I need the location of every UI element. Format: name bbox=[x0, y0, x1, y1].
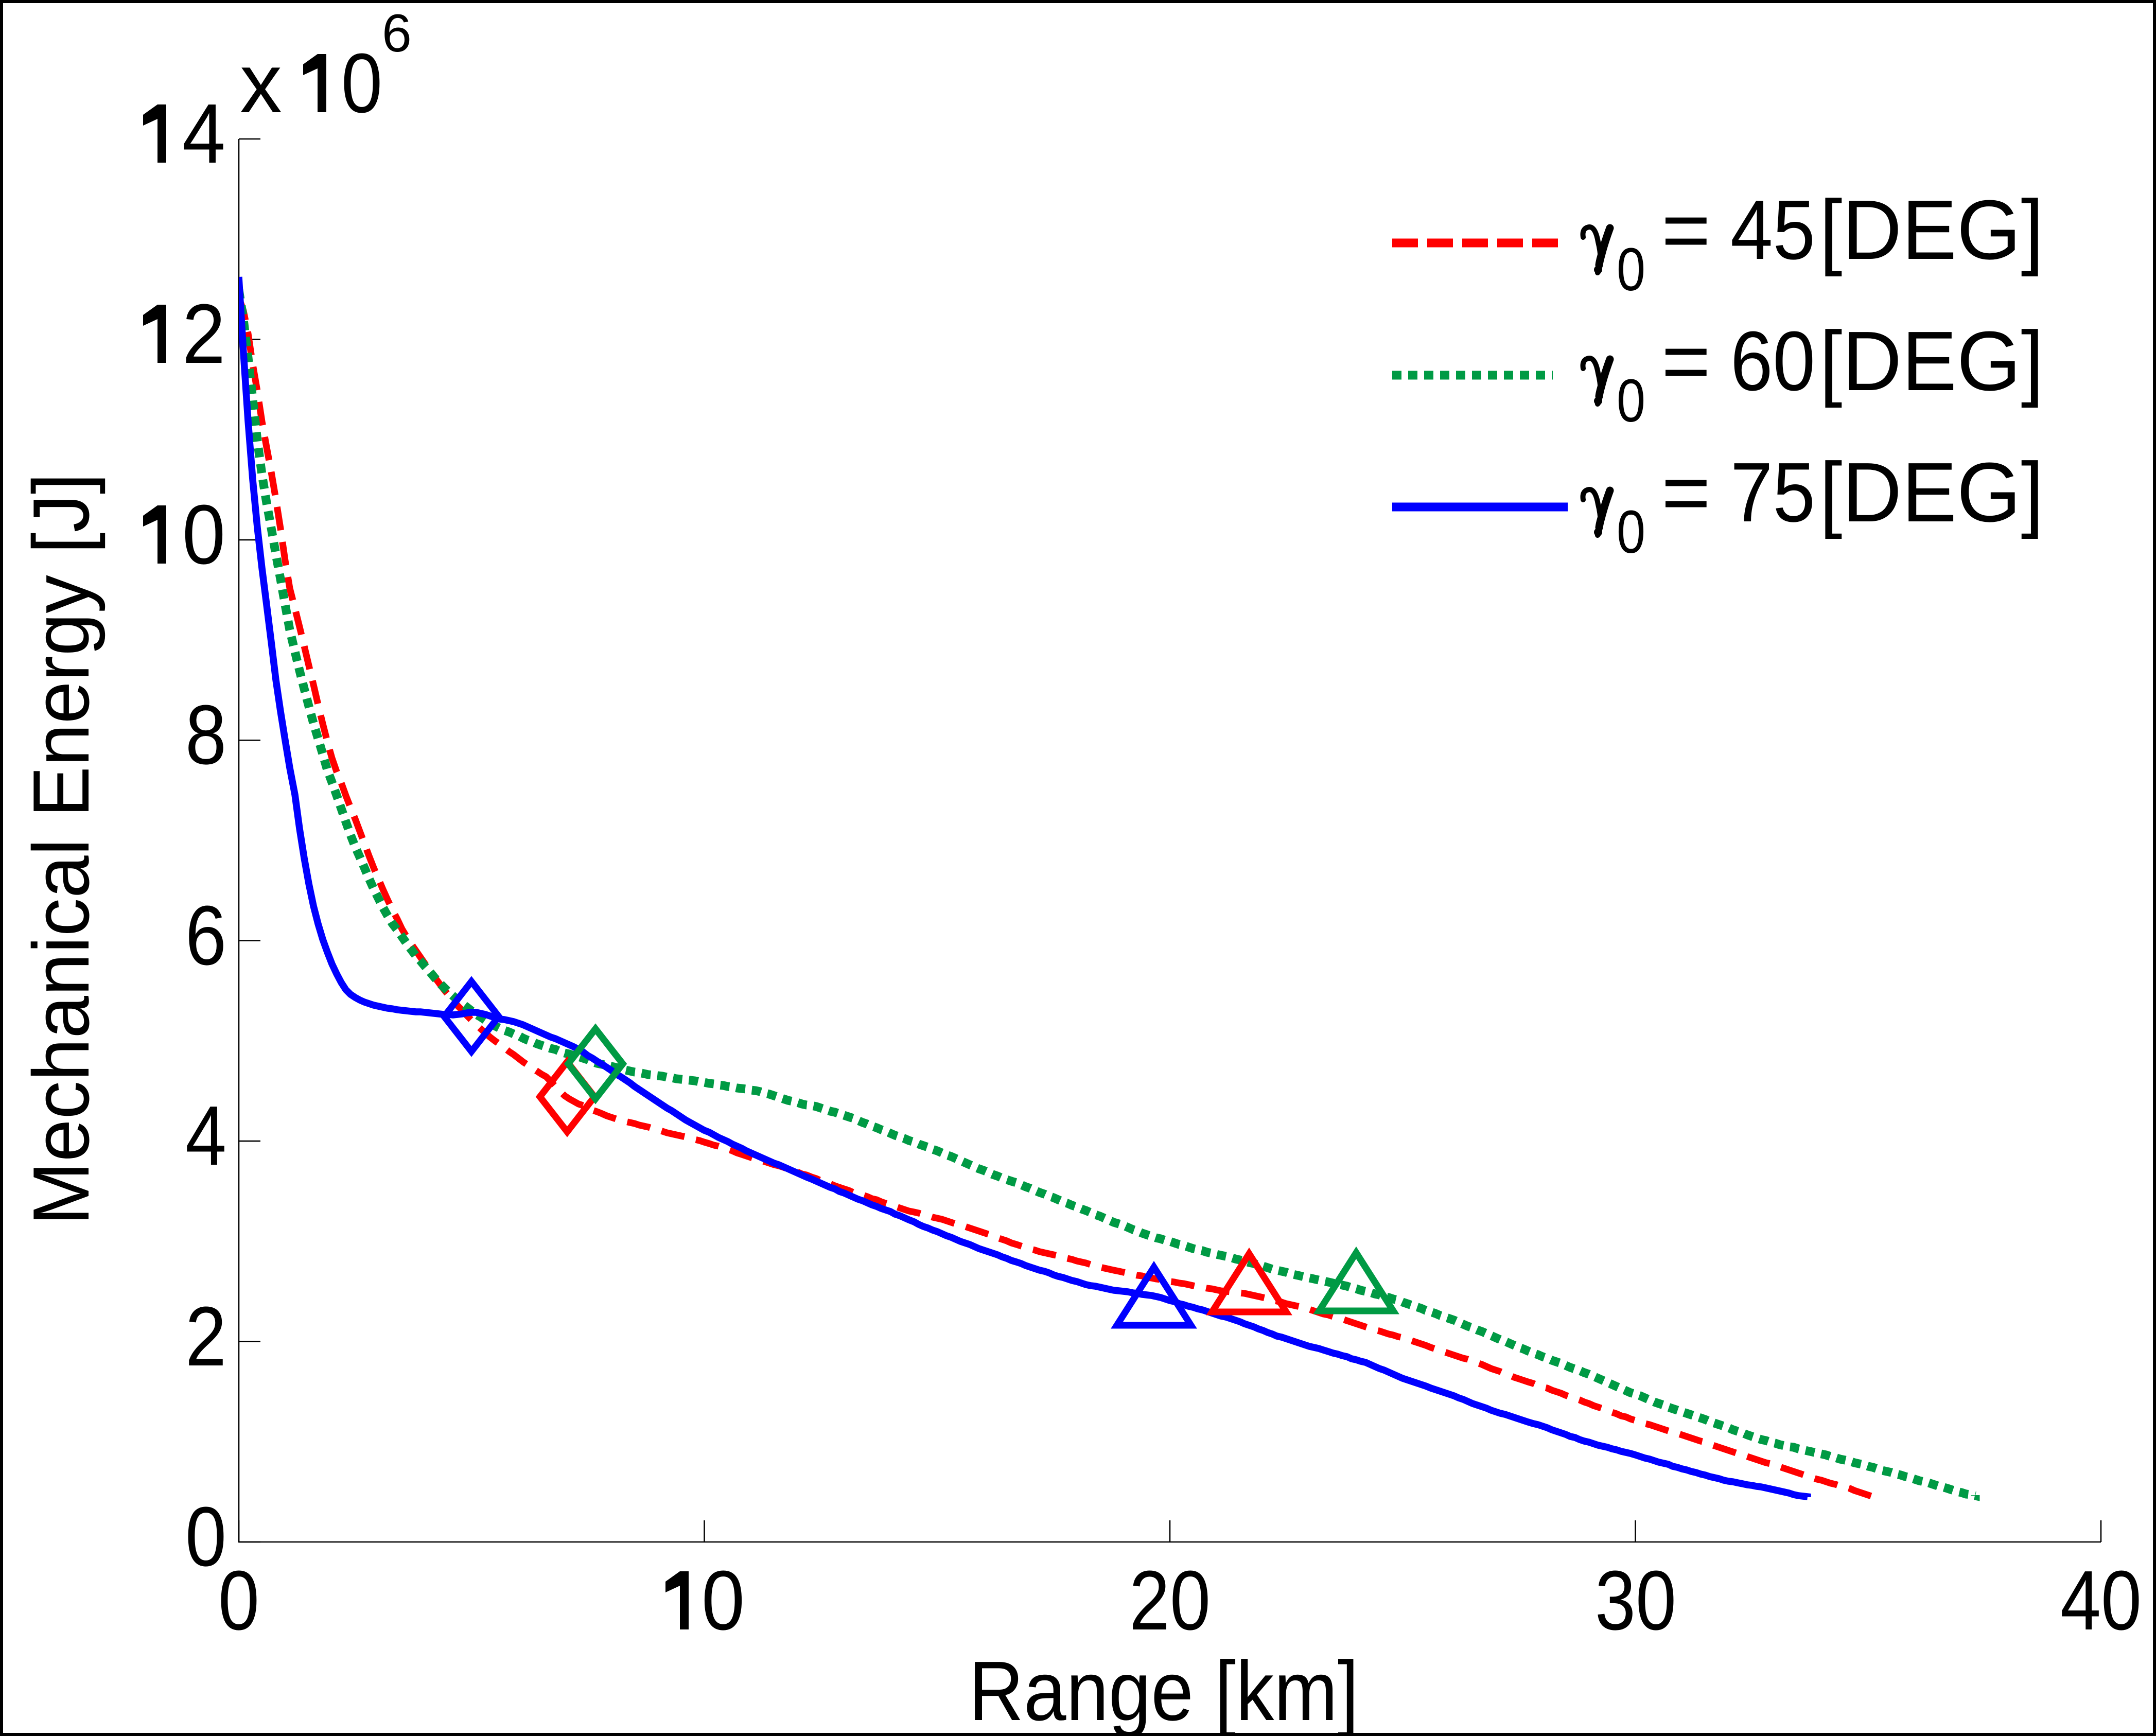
svg-text:0: 0 bbox=[1617, 236, 1645, 304]
svg-text:6: 6 bbox=[185, 888, 226, 983]
svg-text:[DEG]: [DEG] bbox=[1819, 183, 2044, 277]
svg-text:40: 40 bbox=[2060, 1553, 2142, 1647]
svg-text:4: 4 bbox=[182, 86, 225, 181]
svg-text:8: 8 bbox=[185, 688, 226, 782]
svg-text:75: 75 bbox=[1730, 445, 1815, 539]
svg-text:30: 30 bbox=[1595, 1553, 1676, 1647]
svg-text:[DEG]: [DEG] bbox=[1819, 314, 2044, 408]
svg-text:=: = bbox=[1661, 314, 1711, 408]
svg-text:2: 2 bbox=[185, 1289, 226, 1383]
svg-text:Range [km]: Range [km] bbox=[969, 1644, 1359, 1736]
svg-text:[DEG]: [DEG] bbox=[1819, 445, 2044, 539]
svg-text:0: 0 bbox=[218, 1553, 259, 1647]
svg-text:4: 4 bbox=[185, 1089, 226, 1183]
svg-text:6: 6 bbox=[382, 4, 412, 63]
svg-text:0: 0 bbox=[1617, 498, 1645, 566]
svg-text:=: = bbox=[1661, 445, 1711, 539]
svg-text:0: 0 bbox=[182, 487, 225, 582]
svg-text:Mechanical Energy [J]: Mechanical Energy [J] bbox=[16, 473, 106, 1225]
svg-text:0: 0 bbox=[702, 1553, 745, 1647]
svg-text:x: x bbox=[240, 36, 282, 130]
svg-text:0: 0 bbox=[341, 36, 382, 130]
svg-text:45: 45 bbox=[1730, 183, 1815, 277]
svg-text:60: 60 bbox=[1730, 314, 1815, 408]
svg-text:=: = bbox=[1661, 183, 1711, 277]
svg-text:0: 0 bbox=[185, 1489, 226, 1584]
svg-text:20: 20 bbox=[1129, 1553, 1211, 1647]
svg-text:0: 0 bbox=[1617, 367, 1645, 435]
svg-text:2: 2 bbox=[182, 287, 225, 381]
